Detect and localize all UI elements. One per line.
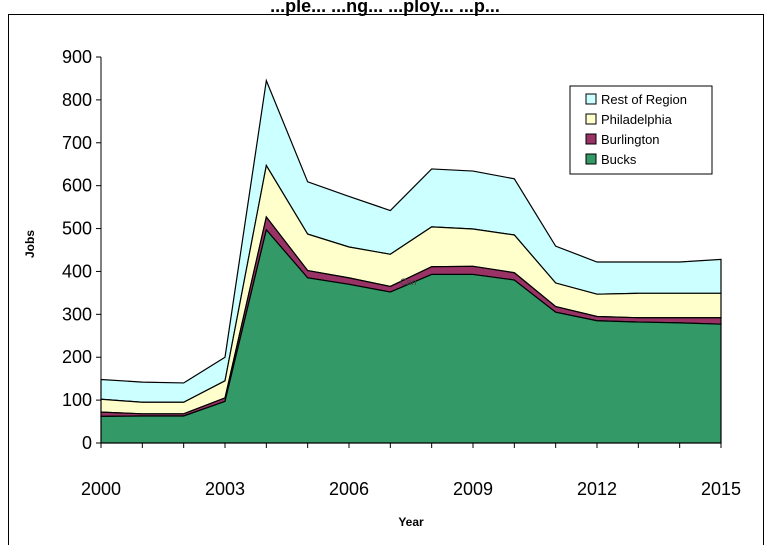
- x-tick-label: 2003: [205, 479, 245, 499]
- legend: Rest of Region Philadelphia Burlington Buck…: [569, 85, 713, 175]
- x-tick-label: 2015: [701, 479, 741, 499]
- legend-swatch: [585, 133, 597, 145]
- y-tick-label: 900: [62, 47, 92, 67]
- y-tick-label: 600: [62, 176, 92, 196]
- y-tick-label: 800: [62, 90, 92, 110]
- y-tick-label: 300: [62, 304, 92, 324]
- legend-label: Rest of Region: [601, 92, 687, 107]
- areas-group: [100, 78, 722, 444]
- x-axis-title: Year: [398, 515, 424, 529]
- y-axis-title: Jobs: [23, 230, 37, 258]
- x-tick-label: 2009: [453, 479, 493, 499]
- x-tick-label: 2012: [577, 479, 617, 499]
- axes-group: [96, 56, 722, 448]
- chart-frame: [8, 14, 764, 545]
- legend-swatch: [585, 93, 597, 105]
- y-tick-label: 700: [62, 133, 92, 153]
- y-tick-label: 0: [82, 433, 92, 453]
- legend-swatch: [585, 113, 597, 125]
- legend-label: Bucks: [601, 152, 637, 167]
- legend-swatch: [585, 153, 597, 165]
- x-tick-label: 2006: [329, 479, 369, 499]
- chart-title: ...ple... ...ng... ...ploy... ...p...: [270, 0, 500, 16]
- chart-annotation: Can: [400, 277, 417, 287]
- y-tick-label: 100: [62, 390, 92, 410]
- y-tick-label: 500: [62, 219, 92, 239]
- legend-label: Burlington: [601, 132, 660, 147]
- x-tick-label: 2000: [81, 479, 121, 499]
- y-tick-label: 200: [62, 347, 92, 367]
- area-chart: ...ple... ...ng... ...ploy... ...p... 0 1…: [23, 0, 741, 529]
- legend-label: Philadelphia: [601, 112, 673, 127]
- y-tick-label: 400: [62, 261, 92, 281]
- ticks-group: 0 100 200 300 400 500 600 700 800 900 2000 2003 2006…: [62, 47, 741, 499]
